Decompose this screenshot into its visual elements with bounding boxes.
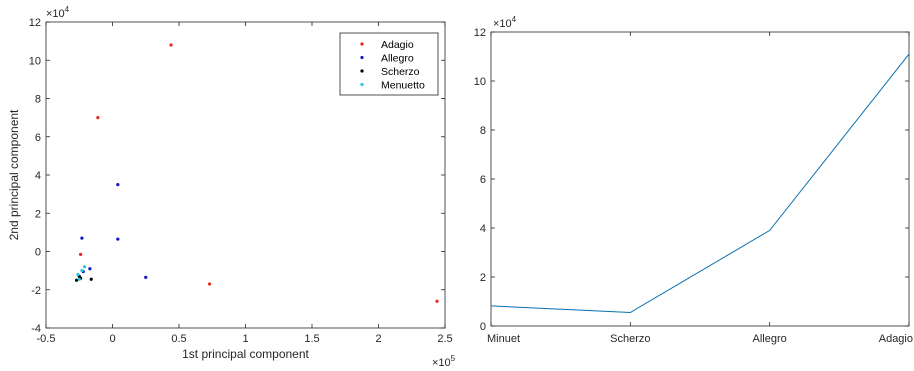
scatter-x-tick-label: 2.5 [437, 333, 452, 345]
line-series [490, 53, 910, 314]
line-y-tick-label: 8 [480, 125, 486, 137]
scatter-point-menuetto [77, 277, 81, 281]
scatter-x-tick-label: 0.5 [171, 333, 186, 345]
scatter-y-tick-label: -2 [31, 285, 41, 297]
line-x-tick-label: Scherzo [610, 333, 650, 345]
scatter-x-axis-label: 1st principal component [182, 347, 309, 361]
line-axes-box [490, 31, 910, 327]
scatter-y-exponent: ×104 [46, 5, 70, 20]
line-y-tick-label: 2 [480, 272, 486, 284]
scatter-x-tick-label: -0.5 [37, 333, 56, 345]
line-y-exponent: ×104 [493, 15, 517, 30]
scatter-y-tick-label: 8 [35, 94, 41, 106]
scatter-y-tick-label: 6 [35, 132, 41, 144]
scatter-y-tick-label: 2 [35, 208, 41, 220]
legend-label: Scherzo [381, 66, 420, 78]
legend-box [339, 32, 439, 96]
scatter-point-adagio [169, 43, 173, 47]
line-y-tick-label: 6 [480, 174, 486, 186]
scatter-point-adagio [96, 116, 100, 120]
scatter-point-allegro [116, 237, 120, 241]
line-y-tick-label: 12 [474, 27, 486, 39]
legend-label: Allegro [381, 53, 414, 65]
scatter-point-scherzo [89, 277, 93, 281]
line-y-tick-label: 10 [474, 76, 486, 88]
scatter-ticks: -0.5 0 0.5 1 1.5 2 2.5 -4 -2 0 2 4 6 8 10 12 [29, 17, 453, 345]
legend-marker-adagio [360, 42, 364, 46]
scatter-x-exponent: ×105 [432, 354, 456, 369]
scatter-point-adagio [435, 299, 439, 303]
legend-label: Menuetto [381, 80, 425, 92]
scatter-point-allegro [144, 275, 148, 279]
scatter-x-tick-label: 1.5 [304, 333, 319, 345]
scatter-point-menuetto [80, 269, 84, 273]
line-y-tick-label: 4 [480, 223, 486, 235]
scatter-point-allegro [88, 267, 92, 271]
scatter-y-tick-label: 4 [35, 170, 41, 182]
line-x-tick-label: Minuet [487, 333, 520, 345]
line-series-path [490, 53, 910, 314]
scatter-y-tick-label: -4 [31, 323, 41, 335]
line-y-tick-label: 0 [480, 321, 486, 333]
line-plot: Minuet Scherzo Allegro Adagio 0 2 4 6 8 10 12 ×104 [474, 15, 913, 345]
line-x-tick-label: Adagio [879, 333, 913, 345]
scatter-x-tick-label: 2 [375, 333, 381, 345]
legend-marker-allegro [360, 55, 364, 60]
line-x-tick-label: Allegro [753, 333, 787, 345]
scatter-x-tick-label: 1 [242, 333, 248, 345]
legend-marker-menuetto [360, 82, 364, 87]
scatter-y-axis-label: 2nd principal component [7, 109, 21, 240]
scatter-point-scherzo [74, 278, 79, 282]
scatter-point-adagio [207, 282, 212, 286]
line-ticks: Minuet Scherzo Allegro Adagio 0 2 4 6 8 10 12 [474, 27, 913, 345]
scatter-plot: -0.5 0 0.5 1 1.5 2 2.5 -4 -2 0 2 4 6 8 10 12 1st princi… [7, 5, 456, 369]
scatter-point-allegro [80, 236, 84, 240]
scatter-y-tick-label: 12 [29, 17, 41, 29]
scatter-points [74, 43, 439, 303]
legend-label: Adagio [381, 39, 414, 51]
scatter-point-adagio [78, 252, 83, 256]
scatter-y-tick-label: 10 [29, 55, 41, 67]
scatter-point-allegro [116, 182, 120, 187]
legend-marker-scherzo [360, 69, 364, 73]
scatter-point-menuetto [76, 272, 80, 277]
scatter-x-tick-label: 0 [109, 333, 115, 345]
scatter-y-tick-label: 0 [35, 247, 41, 259]
scatter-point-menuetto [82, 265, 87, 269]
